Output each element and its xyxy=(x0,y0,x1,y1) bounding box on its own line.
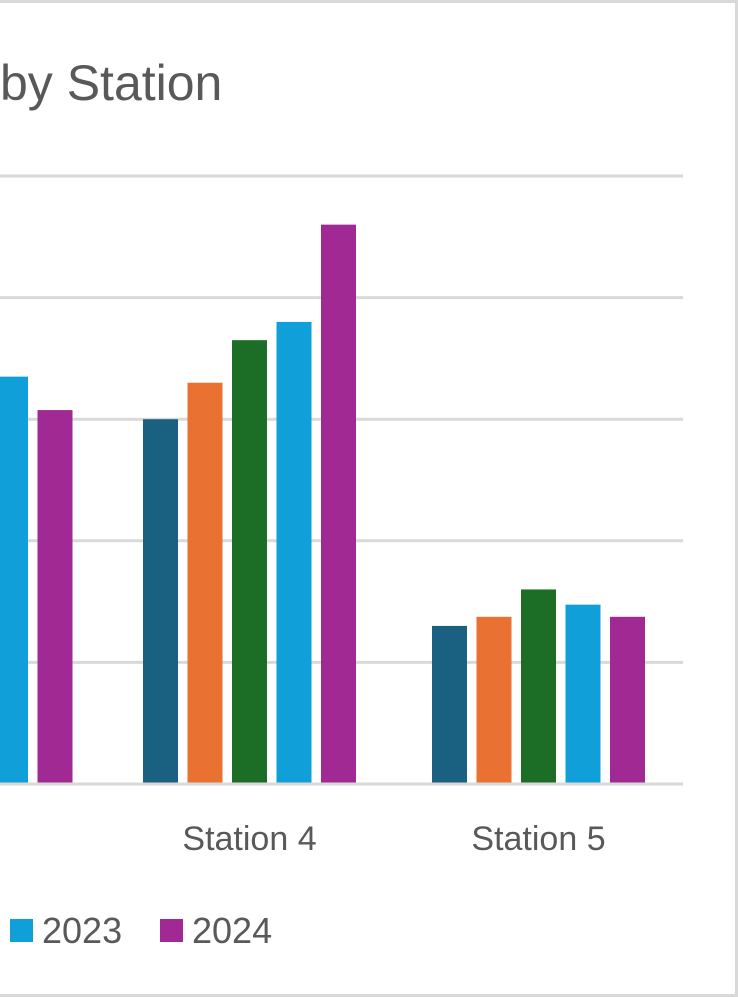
legend-swatch xyxy=(160,919,183,942)
x-tick-label: Station 5 xyxy=(471,820,605,858)
bar xyxy=(187,382,223,784)
legend-swatch xyxy=(10,919,33,942)
bar xyxy=(37,410,73,784)
legend: 2023 2024 xyxy=(10,910,272,951)
bar xyxy=(476,616,512,784)
bar xyxy=(321,224,356,784)
bar xyxy=(0,376,28,784)
chart-title: by Station xyxy=(0,55,222,111)
legend-label: 2024 xyxy=(192,910,272,951)
bars xyxy=(0,224,645,784)
bar xyxy=(610,616,645,784)
bar xyxy=(432,625,467,784)
bar xyxy=(521,589,556,784)
bar xyxy=(276,321,312,784)
bar xyxy=(232,340,267,784)
legend-label: 2023 xyxy=(42,910,122,951)
bar xyxy=(565,604,601,784)
bar xyxy=(143,419,178,784)
x-tick-label: Station 4 xyxy=(182,820,316,858)
